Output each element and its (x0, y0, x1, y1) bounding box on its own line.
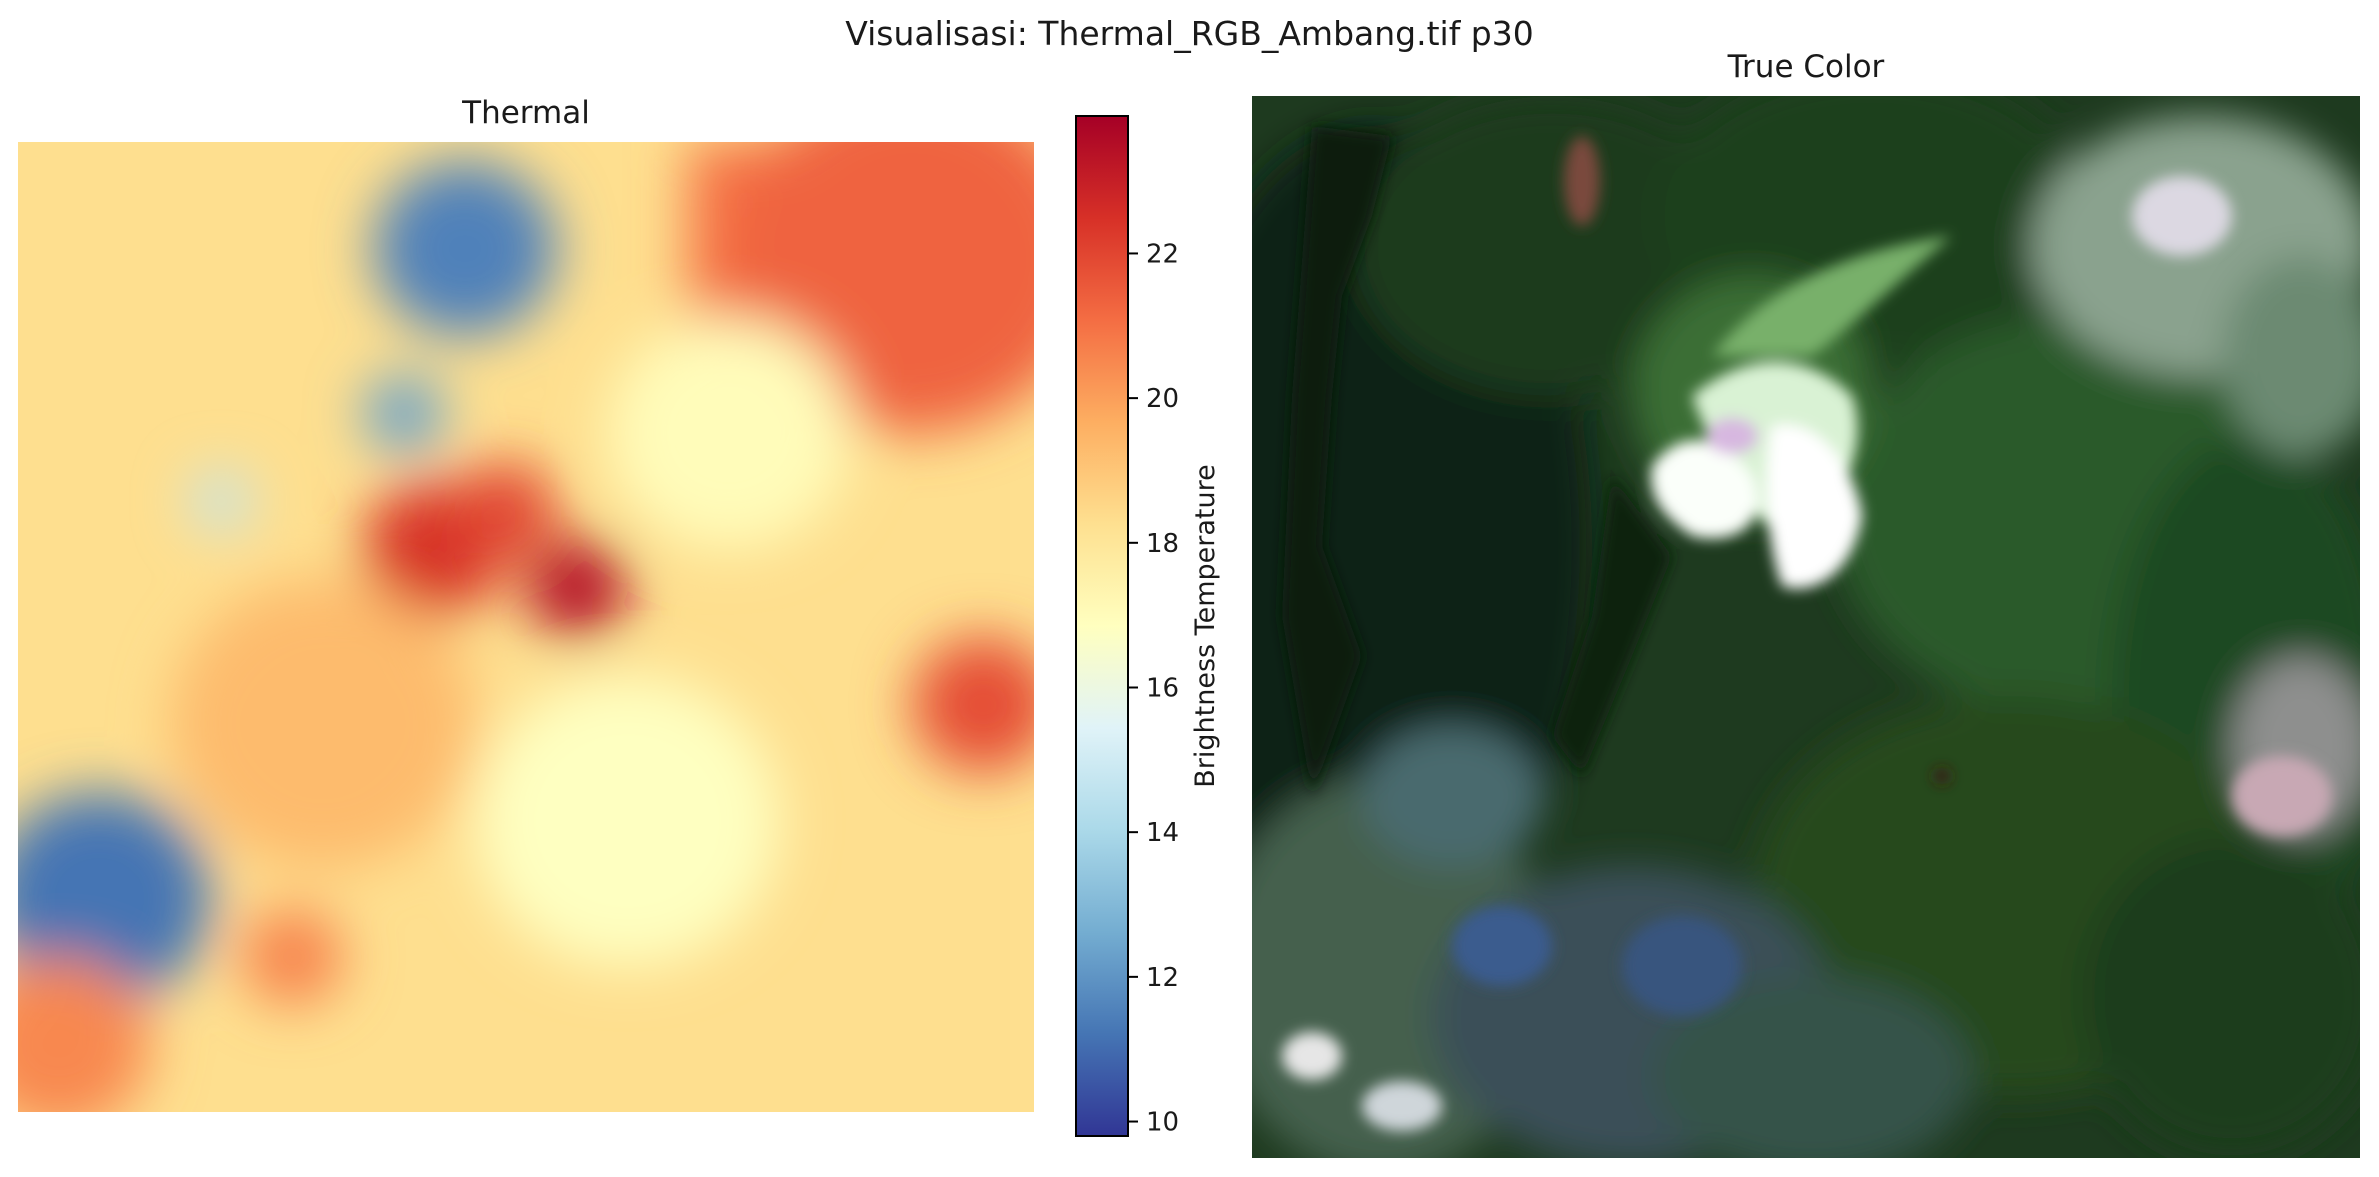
colorbar-tick-label: 20 (1146, 384, 1179, 414)
truecolor-image (1252, 96, 2360, 1158)
thermal-region-5 (526, 539, 628, 637)
thermal-region-12 (607, 316, 852, 550)
colorbar-tick-label: 12 (1146, 963, 1179, 993)
thermal-region-13 (170, 578, 476, 870)
thermal-region-7 (912, 636, 1034, 773)
thermal-region-11 (190, 471, 252, 530)
thermal-region-10 (241, 908, 344, 1006)
thermal-region-2 (373, 161, 557, 336)
colorbar-tick-label: 14 (1146, 818, 1179, 848)
thermal-region-3 (363, 374, 445, 453)
truecolor-panel-title: True Color (1727, 49, 1885, 85)
figure-title: Visualisasi: Thermal_RGB_Ambang.tif p30 (845, 14, 1534, 53)
thermal-heatmap (18, 142, 1034, 1112)
colorbar-label: Brightness Temperature (1190, 464, 1221, 787)
colorbar-tick-label: 16 (1146, 673, 1179, 703)
thermal-region-6 (454, 462, 557, 560)
colorbar-tick-label: 22 (1146, 239, 1179, 269)
colorbar-tick-label: 18 (1146, 529, 1179, 559)
thermal-panel-title: Thermal (462, 95, 590, 131)
colorbar-gradient (1075, 115, 1129, 1137)
thermal-region-9 (18, 956, 151, 1112)
colorbar: 10 12 14 16 18 20 22 Brightness Temperature (1075, 115, 1221, 1138)
colorbar-tick-label: 10 (1146, 1108, 1179, 1138)
thermal-region-8 (18, 791, 212, 1006)
thermal-region-14 (475, 675, 780, 967)
